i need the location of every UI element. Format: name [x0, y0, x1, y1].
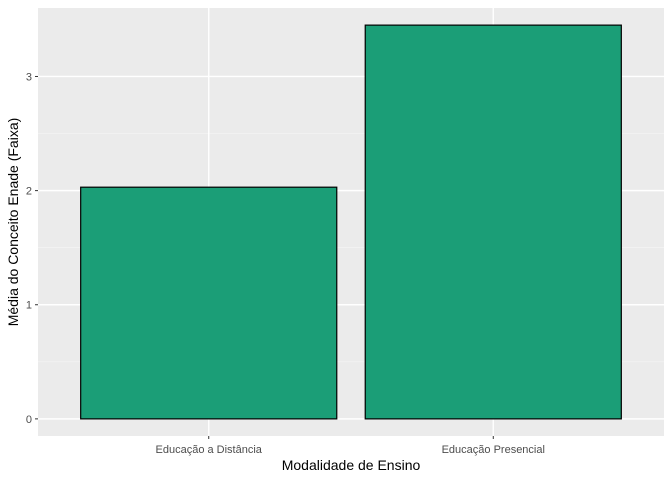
bars-layer: [80, 24, 622, 420]
y-tick-label: 1: [26, 300, 32, 312]
y-axis-title: Média do Conceito Enade (Faixa): [5, 118, 21, 327]
bar-2: [364, 24, 622, 420]
y-axis: 0 1 2 3: [26, 71, 38, 426]
x-tick-label: Educação a Distância: [156, 444, 263, 456]
y-tick-label: 0: [26, 414, 32, 426]
x-axis: Educação a Distância Educação Presencial: [156, 436, 545, 456]
y-tick-label: 2: [26, 186, 32, 198]
y-tick-label: 3: [26, 71, 32, 83]
x-axis-title: Modalidade de Ensino: [282, 457, 421, 473]
bar-1: [80, 186, 338, 420]
x-tick-label: Educação Presencial: [442, 444, 545, 456]
